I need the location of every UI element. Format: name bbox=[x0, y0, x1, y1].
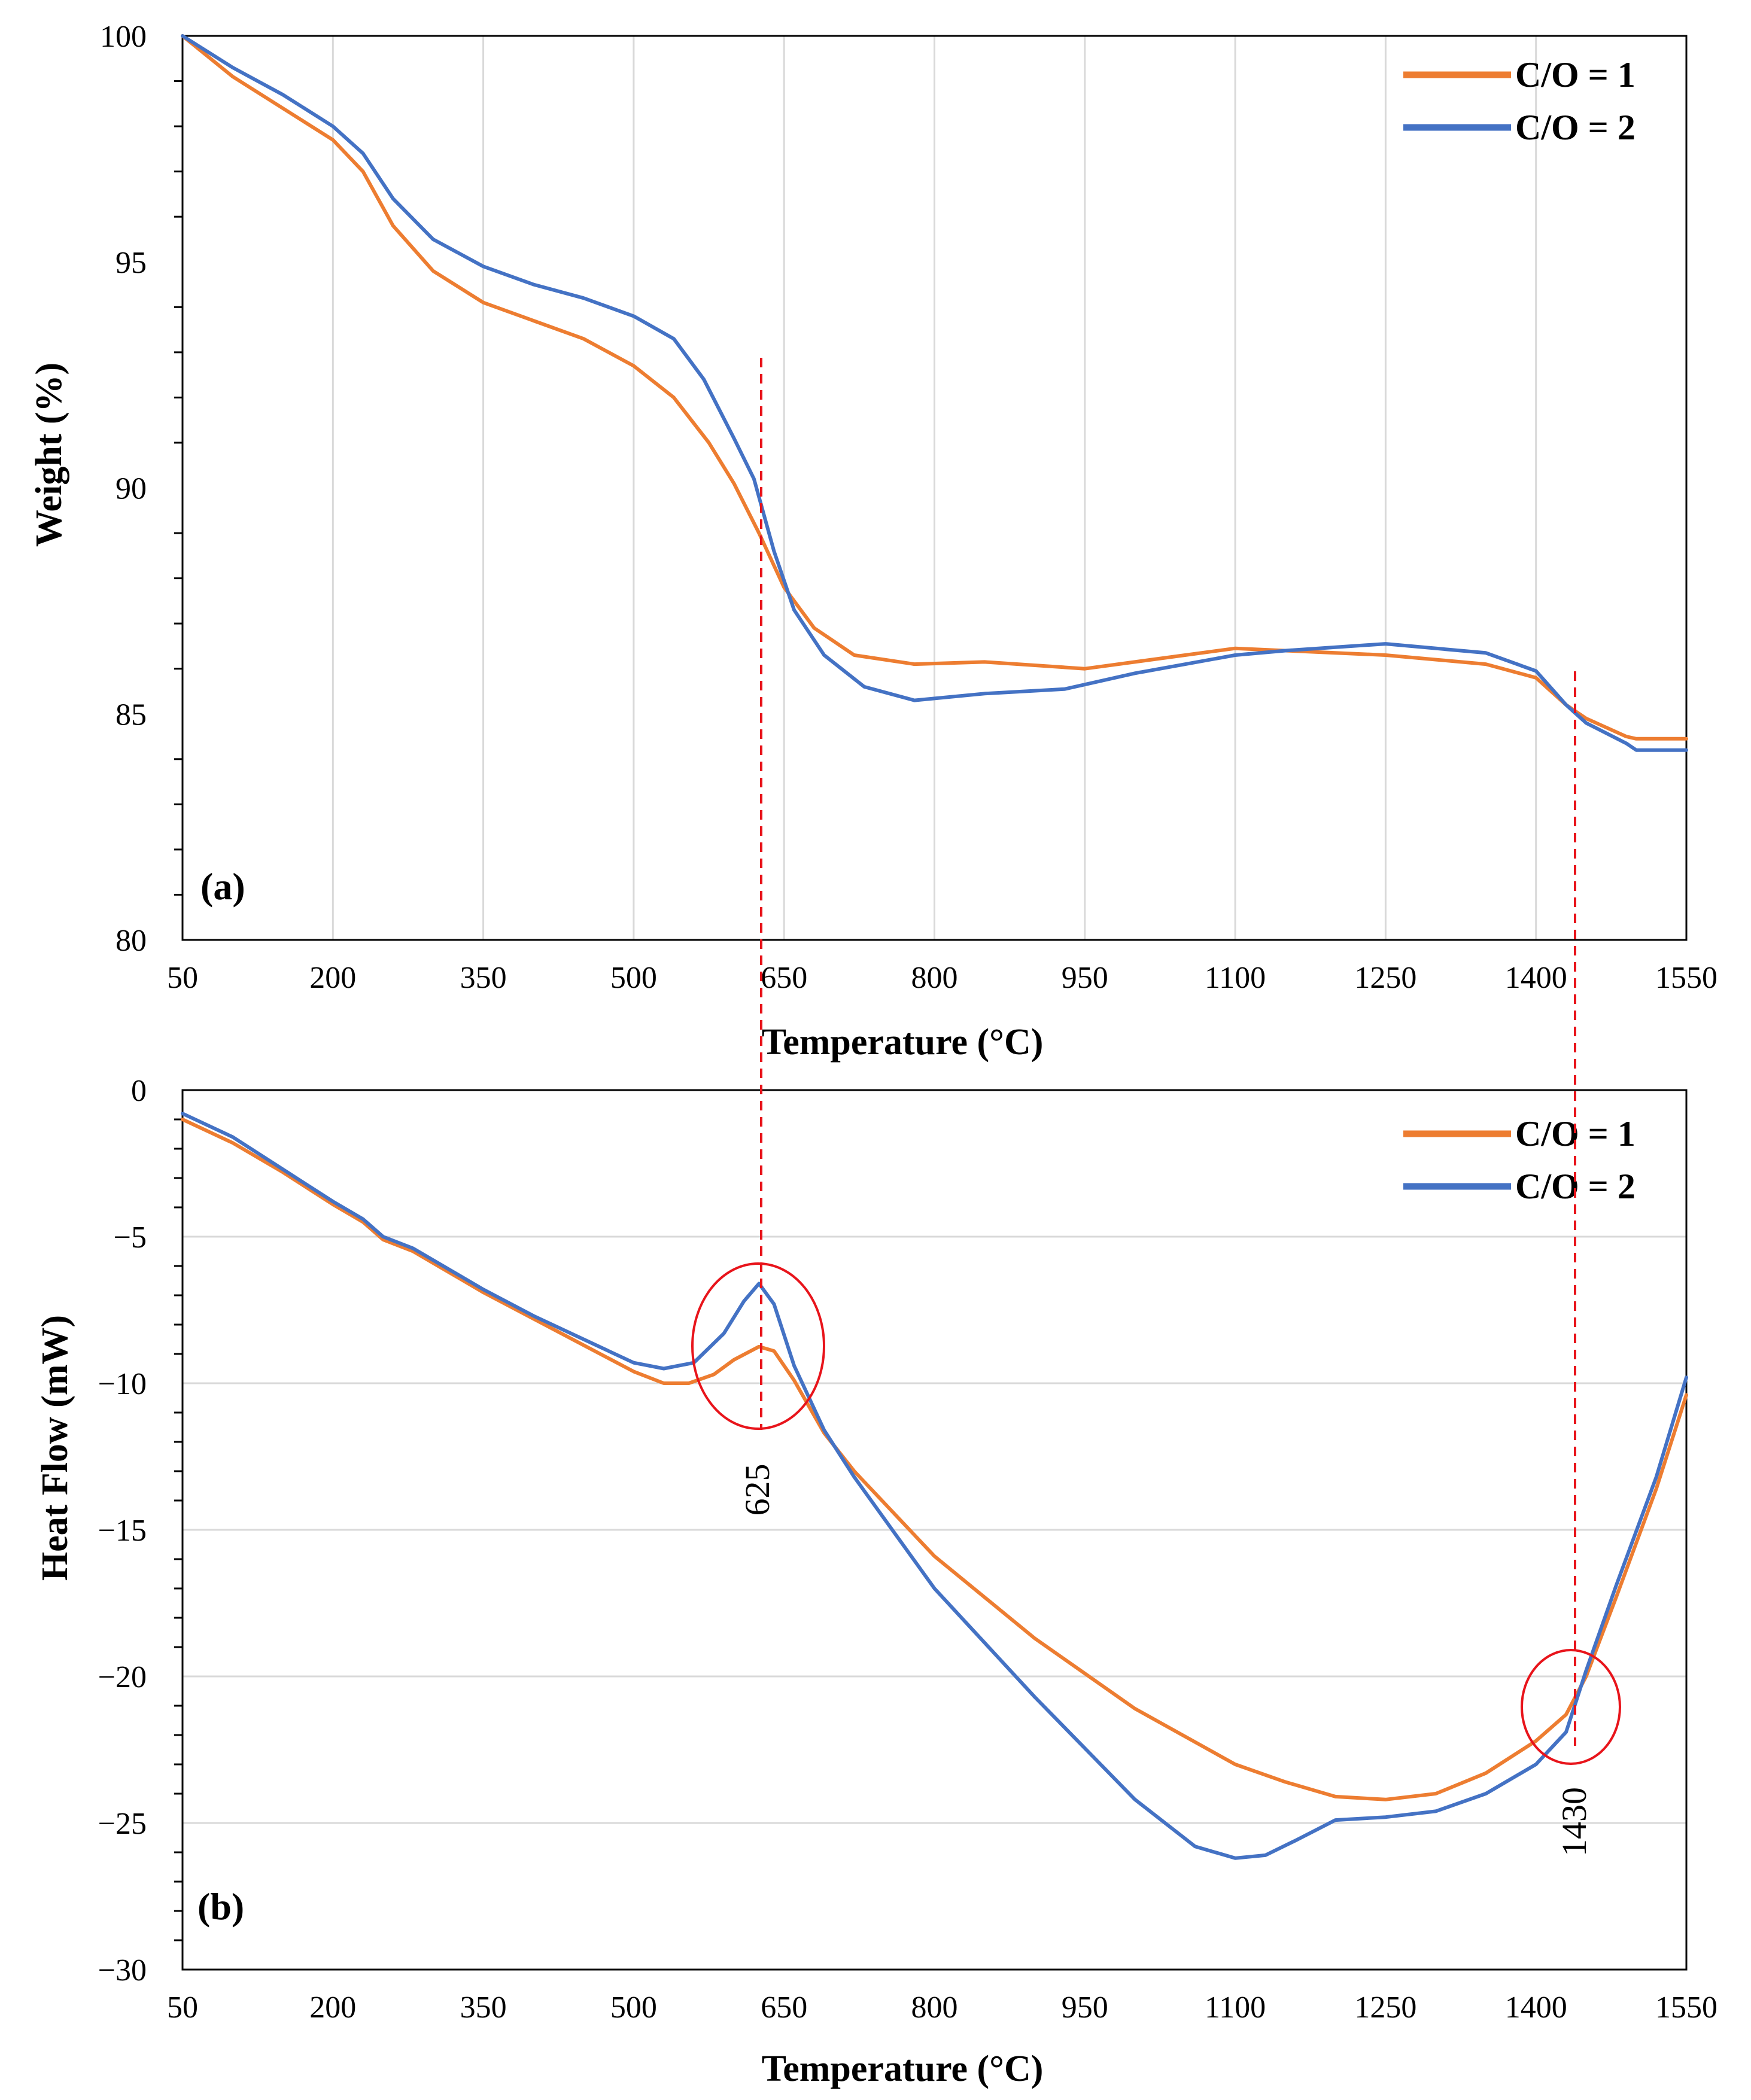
x-tick-label-b-350: 350 bbox=[460, 1991, 507, 2025]
x-tick-label-a-350: 350 bbox=[460, 961, 507, 995]
y-tick-label-b--10: −10 bbox=[98, 1367, 147, 1401]
panel-label-b: (b) bbox=[197, 1885, 244, 1928]
y-tick-label-a-85: 85 bbox=[115, 698, 147, 732]
y-tick-label-b--15: −15 bbox=[98, 1514, 147, 1548]
y-tick-label-a-95: 95 bbox=[115, 246, 147, 280]
x-tick-label-a-50: 50 bbox=[167, 961, 198, 995]
series-line-b-1 bbox=[181, 1118, 1688, 1801]
panel-label-a: (a) bbox=[200, 865, 245, 908]
circle-marker-1430 bbox=[1521, 1649, 1621, 1765]
x-tick-label-a-1400: 1400 bbox=[1505, 961, 1567, 995]
x-tick-label-b-500: 500 bbox=[610, 1991, 657, 2025]
circle-marker-625 bbox=[691, 1262, 825, 1430]
x-tick-label-b-1100: 1100 bbox=[1205, 1991, 1266, 2025]
x-tick-label-b-1400: 1400 bbox=[1505, 1991, 1567, 2025]
y-tick-label-b-0: 0 bbox=[131, 1074, 147, 1108]
x-tick-label-b-650: 650 bbox=[761, 1991, 807, 2025]
series-line-a-1 bbox=[181, 34, 1688, 741]
x-tick-label-a-650: 650 bbox=[761, 961, 807, 995]
annotation-1430: 1430 bbox=[1555, 1787, 1594, 1856]
x-axis-title-a: Temperature (°C) bbox=[762, 1022, 1044, 1063]
legend-label-a-1: C/O = 2 bbox=[1515, 108, 1636, 147]
x-tick-label-a-1550: 1550 bbox=[1655, 961, 1717, 995]
x-tick-label-b-200: 200 bbox=[309, 1991, 356, 2025]
ticks-b: 50 200 350 500 650 800 950 1100 1250 1400 1550 −30 −… bbox=[98, 1074, 1717, 2025]
chart-panel-a: 50 200 350 500 650 800 950 1100 1250 1400 1550 80 85… bbox=[29, 20, 1717, 1063]
x-tick-label-a-1250: 1250 bbox=[1354, 961, 1416, 995]
y-axis-title-b: Heat Flow (mW) bbox=[35, 1315, 75, 1581]
series-line-a-2 bbox=[181, 34, 1688, 752]
y-tick-label-a-100: 100 bbox=[100, 20, 147, 54]
legend-a: C/O = 1 C/O = 2 bbox=[1403, 55, 1636, 147]
x-tick-label-b-1250: 1250 bbox=[1354, 1991, 1416, 2025]
series-line-b-2 bbox=[181, 1112, 1688, 1860]
legend-b: C/O = 1 C/O = 2 bbox=[1403, 1114, 1636, 1206]
series-group-a bbox=[181, 34, 1688, 752]
plot-frame-b bbox=[181, 1089, 1688, 1971]
y-axis-title-a: Weight (%) bbox=[29, 363, 69, 547]
annotation-625: 625 bbox=[738, 1464, 777, 1516]
x-tick-label-a-800: 800 bbox=[911, 961, 958, 995]
y-tick-label-a-80: 80 bbox=[115, 924, 147, 958]
series-group-b bbox=[181, 1112, 1688, 1860]
plot-frame-a bbox=[181, 35, 1688, 941]
ticks-a: 50 200 350 500 650 800 950 1100 1250 1400 1550 80 85… bbox=[100, 20, 1717, 995]
x-tick-label-a-950: 950 bbox=[1062, 961, 1108, 995]
y-tick-label-b--25: −25 bbox=[98, 1807, 147, 1841]
x-tick-label-b-50: 50 bbox=[167, 1991, 198, 2025]
x-axis-title-b: Temperature (°C) bbox=[762, 2049, 1044, 2089]
x-tick-label-a-1100: 1100 bbox=[1205, 961, 1266, 995]
marker-overlay: 625 1430 bbox=[691, 358, 1621, 1856]
chart-panel-b: 50 200 350 500 650 800 950 1100 1250 1400 1550 −30 −… bbox=[35, 1074, 1717, 2089]
x-tick-label-a-200: 200 bbox=[309, 961, 356, 995]
x-tick-label-b-1550: 1550 bbox=[1655, 1991, 1717, 2025]
x-tick-label-b-950: 950 bbox=[1062, 1991, 1108, 2025]
legend-label-a-0: C/O = 1 bbox=[1515, 55, 1636, 95]
y-tick-label-b--5: −5 bbox=[114, 1221, 147, 1255]
axes-b bbox=[174, 1089, 1688, 1971]
y-tick-label-b--20: −20 bbox=[98, 1660, 147, 1694]
x-tick-label-a-500: 500 bbox=[610, 961, 657, 995]
y-tick-label-b--30: −30 bbox=[98, 1953, 147, 1988]
axes-a bbox=[174, 35, 1688, 941]
y-tick-label-a-90: 90 bbox=[115, 472, 147, 506]
x-tick-label-b-800: 800 bbox=[911, 1991, 958, 2025]
